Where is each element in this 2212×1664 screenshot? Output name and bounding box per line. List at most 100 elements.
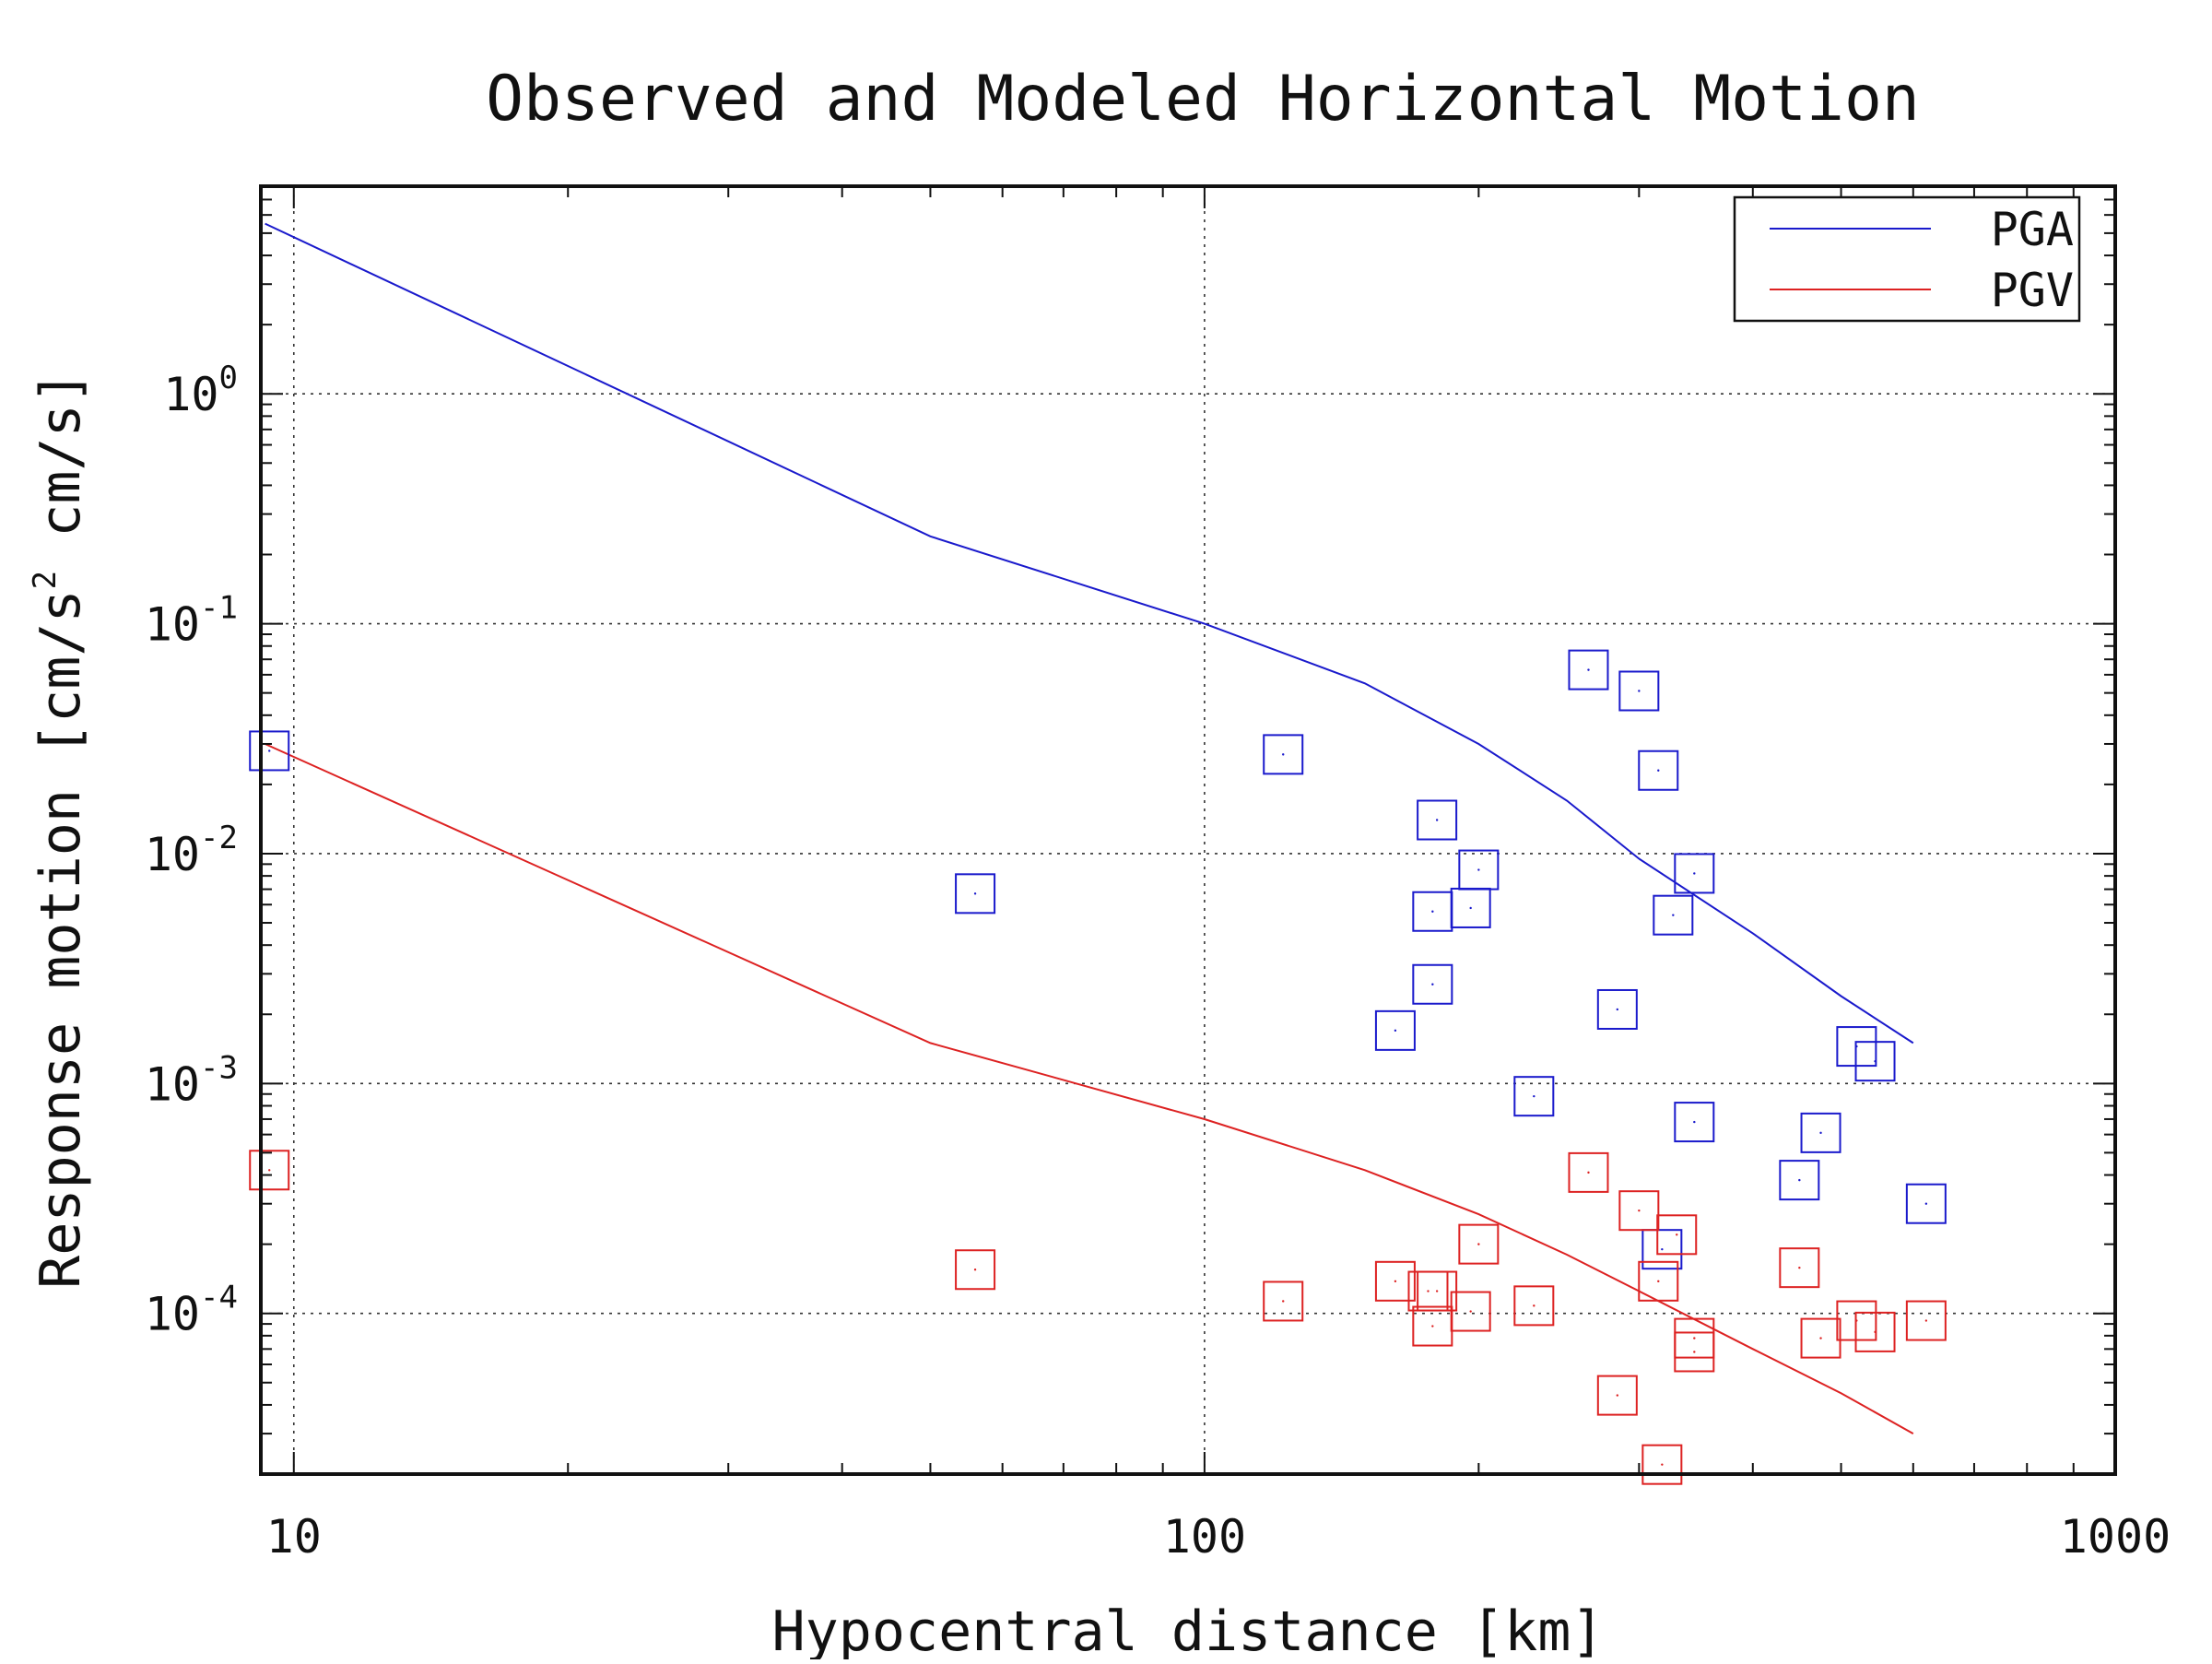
observation-point-pgv bbox=[1394, 1280, 1397, 1283]
observation-point-pga bbox=[1819, 1131, 1822, 1135]
y-tick-base: 10 bbox=[145, 828, 200, 881]
observation-point-pgv bbox=[1533, 1304, 1535, 1307]
x-tick-label: 100 bbox=[1163, 1510, 1246, 1564]
observation-marker-pga bbox=[1458, 849, 1500, 891]
observation-marker-pgv bbox=[1800, 1317, 1841, 1359]
model-curve-pgv bbox=[265, 743, 1914, 1434]
observation-marker-pga bbox=[1854, 1041, 1896, 1082]
y-tick-label: 10-3 bbox=[145, 1049, 238, 1111]
y-axis-label: Response motion [cm/s2 cm/s] bbox=[27, 371, 93, 1289]
y-tick-exponent: -3 bbox=[200, 1049, 238, 1086]
observation-point-pga bbox=[1431, 983, 1434, 985]
y-tick-label: 10-2 bbox=[145, 820, 238, 881]
observation-point-pgv bbox=[1693, 1337, 1696, 1339]
observation-marker-pga bbox=[1568, 649, 1609, 690]
observation-point-pgv bbox=[1798, 1266, 1801, 1269]
observation-point-pgv bbox=[1282, 1300, 1285, 1303]
observation-point-pga bbox=[1469, 906, 1472, 910]
y-tick-base: 10 bbox=[145, 1057, 200, 1111]
y-tick-base: 10 bbox=[163, 368, 218, 421]
observation-point-pgv bbox=[1924, 1319, 1928, 1322]
observation-point-pgv bbox=[1874, 1330, 1877, 1334]
observation-marker-pga bbox=[249, 730, 290, 772]
observation-marker-pga bbox=[1596, 988, 1638, 1030]
observation-point-pga bbox=[1661, 1247, 1664, 1251]
observation-marker-pgv bbox=[1638, 1260, 1679, 1302]
y-tick-exponent: -4 bbox=[200, 1280, 238, 1316]
observation-point-pgv bbox=[1477, 1243, 1480, 1245]
y-tick-exponent: -2 bbox=[200, 820, 238, 856]
legend-box bbox=[1733, 195, 2081, 323]
observation-point-pga bbox=[1477, 868, 1480, 871]
observation-marker-pga bbox=[1412, 963, 1453, 1005]
observation-point-pgv bbox=[1819, 1337, 1822, 1339]
observation-marker-pga bbox=[1417, 799, 1458, 841]
y-tick-label: 10-4 bbox=[145, 1280, 238, 1341]
observation-marker-pga bbox=[955, 873, 996, 915]
observation-marker-pgv bbox=[1618, 1190, 1660, 1232]
observation-point-pga bbox=[1924, 1202, 1928, 1205]
observation-marker-pga bbox=[1674, 853, 1715, 894]
observation-marker-pgv bbox=[1905, 1300, 1947, 1341]
observation-marker-pgv bbox=[1374, 1260, 1416, 1302]
observation-point-pga bbox=[1587, 668, 1590, 671]
observation-marker-pga bbox=[1653, 894, 1694, 936]
observation-point-pga bbox=[1435, 819, 1439, 821]
y-tick-exponent: -1 bbox=[200, 590, 238, 627]
y-axis-label-main: Response motion [cm/s bbox=[29, 589, 93, 1289]
observation-marker-pga bbox=[1638, 749, 1679, 791]
chart-title: Observed and Modeled Horizontal Motion bbox=[486, 63, 1920, 136]
observation-marker-pga bbox=[1374, 1009, 1416, 1051]
observation-marker-pgv bbox=[1656, 1214, 1698, 1256]
observation-marker-pga bbox=[1674, 1102, 1715, 1143]
grid-layer bbox=[261, 186, 2115, 1474]
observation-point-pgv bbox=[1587, 1171, 1590, 1174]
observation-point-pga bbox=[1638, 690, 1641, 692]
x-axis-label: Hypocentral distance [km] bbox=[771, 1599, 1604, 1659]
observation-marker-pga bbox=[1779, 1160, 1820, 1201]
observation-point-pga bbox=[1693, 1120, 1696, 1124]
observation-point-pga bbox=[1282, 753, 1285, 756]
legend: PGA PGV bbox=[1733, 195, 2081, 323]
observation-point-pga bbox=[268, 749, 271, 752]
observation-point-pgv bbox=[1469, 1310, 1472, 1313]
observation-marker-pgv bbox=[1674, 1331, 1715, 1373]
observation-marker-pgv bbox=[1458, 1223, 1500, 1265]
y-tick-label: 10-1 bbox=[145, 590, 238, 652]
y-tick-exponent: 0 bbox=[219, 360, 238, 396]
observation-point-pga bbox=[973, 892, 977, 895]
observation-marker-pgv bbox=[1263, 1280, 1304, 1322]
observation-point-pgv bbox=[1676, 1233, 1678, 1236]
observation-marker-pga bbox=[1513, 1076, 1555, 1117]
observation-point-pga bbox=[1798, 1178, 1801, 1182]
legend-pga-label: PGA bbox=[1991, 203, 2074, 256]
observation-point-pgv bbox=[1661, 1463, 1664, 1466]
observation-point-pgv bbox=[1693, 1351, 1696, 1353]
observation-marker-pga bbox=[1263, 734, 1304, 775]
x-tick-label: 1000 bbox=[2060, 1510, 2171, 1564]
observation-point-pgv bbox=[1616, 1394, 1619, 1397]
model-curve-pga bbox=[265, 222, 1914, 1044]
observation-marker-pgv bbox=[1596, 1375, 1638, 1416]
legend-pgv-label: PGV bbox=[1991, 264, 2074, 317]
observation-point-pga bbox=[1693, 872, 1696, 875]
observation-point-pga bbox=[1657, 769, 1660, 772]
observation-point-pgv bbox=[1638, 1209, 1641, 1212]
observation-marker-pgv bbox=[1641, 1444, 1683, 1485]
observation-marker-pgv bbox=[1854, 1311, 1896, 1352]
observation-point-pga bbox=[1533, 1094, 1535, 1098]
x-tick-label: 10 bbox=[266, 1510, 322, 1564]
observation-marker-pgv bbox=[1779, 1247, 1820, 1289]
observation-point-pga bbox=[1874, 1059, 1877, 1063]
observation-marker-pgv bbox=[955, 1249, 996, 1291]
y-tick-base: 10 bbox=[145, 598, 200, 652]
observation-marker-pga bbox=[1618, 670, 1660, 712]
observation-point-pgv bbox=[1657, 1280, 1660, 1283]
y-axis-label-tail: cm/s] bbox=[29, 371, 93, 571]
y-axis-label-superscript: 2 bbox=[27, 571, 64, 589]
observation-marker-pgv bbox=[1568, 1151, 1609, 1193]
observation-marker-pga bbox=[1800, 1112, 1841, 1153]
observation-marker-pgv bbox=[1450, 1291, 1491, 1332]
y-tick-base: 10 bbox=[145, 1288, 200, 1341]
